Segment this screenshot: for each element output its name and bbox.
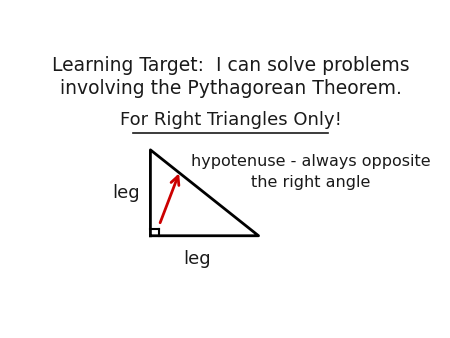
- Text: the right angle: the right angle: [251, 175, 370, 190]
- Text: hypotenuse - always opposite: hypotenuse - always opposite: [191, 154, 431, 169]
- Text: leg: leg: [112, 184, 140, 202]
- Text: Learning Target:  I can solve problems: Learning Target: I can solve problems: [52, 56, 410, 75]
- Text: leg: leg: [184, 250, 212, 268]
- Text: For Right Triangles Only!: For Right Triangles Only!: [120, 111, 342, 129]
- Text: involving the Pythagorean Theorem.: involving the Pythagorean Theorem.: [60, 79, 401, 98]
